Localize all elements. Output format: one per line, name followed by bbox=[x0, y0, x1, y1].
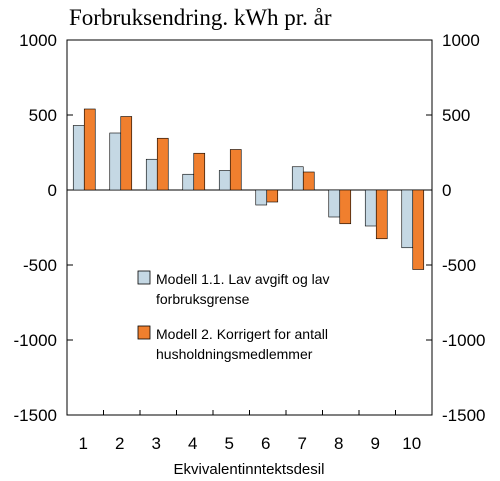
x-tick-label-1: 1 bbox=[79, 434, 88, 453]
y-tick-label-left: 0 bbox=[48, 181, 57, 200]
y-tick-label-right: 1000 bbox=[442, 31, 480, 50]
bar-series-1-cat-6 bbox=[255, 189, 268, 206]
x-tick-label-4: 4 bbox=[188, 434, 197, 453]
bar-series-2-cat-10 bbox=[412, 189, 425, 270]
legend-label-series-1-line-1: Modell 1.1. Lav avgift og lav bbox=[156, 271, 330, 287]
y-tick-label-left: 500 bbox=[29, 106, 57, 125]
bar-series-2-cat-8 bbox=[339, 189, 352, 225]
bar-series-2-cat-7 bbox=[302, 171, 315, 191]
y-tick-label-right: -1500 bbox=[442, 406, 485, 425]
x-tick-label-7: 7 bbox=[298, 434, 307, 453]
bar-series-2-cat-4 bbox=[193, 152, 206, 191]
bar-series-2-cat-1 bbox=[83, 108, 96, 191]
x-axis-ticks: 1 2 3 4 5 6 7 8 9 10 bbox=[79, 410, 421, 453]
bar-series-1-cat-8 bbox=[328, 189, 341, 218]
bar-series-2-cat-6 bbox=[266, 189, 279, 203]
bar-series-1-cat-1 bbox=[72, 125, 85, 191]
legend-label-series-1-line-2: forbruksgrense bbox=[156, 291, 250, 307]
legend-swatch-series-2 bbox=[137, 325, 151, 340]
bar-series-1-cat-9 bbox=[364, 189, 377, 227]
bar-series-1-cat-3 bbox=[145, 158, 158, 191]
x-axis-label: Ekvivalentinntektsdesil bbox=[174, 461, 325, 478]
bars bbox=[72, 108, 425, 270]
y-tick-label-left: -1000 bbox=[14, 331, 57, 350]
y-tick-label-left: -500 bbox=[23, 256, 57, 275]
y-tick-label-right: 500 bbox=[442, 106, 470, 125]
chart-title: Forbruksendring. kWh pr. år bbox=[69, 5, 332, 30]
bar-series-1-cat-4 bbox=[182, 173, 195, 191]
y-tick-label-right: -500 bbox=[442, 256, 476, 275]
x-tick-label-3: 3 bbox=[152, 434, 161, 453]
bar-series-2-cat-5 bbox=[229, 149, 242, 191]
bar-series-1-cat-7 bbox=[291, 166, 304, 191]
x-tick-label-9: 9 bbox=[371, 434, 380, 453]
bar-series-2-cat-2 bbox=[120, 116, 133, 191]
x-tick-label-10: 10 bbox=[402, 434, 421, 453]
bar-series-1-cat-5 bbox=[218, 170, 231, 191]
legend: Modell 1.1. Lav avgift og lav forbruksgr… bbox=[137, 270, 330, 362]
bar-series-1-cat-2 bbox=[109, 132, 122, 191]
y-tick-label-right: 0 bbox=[442, 181, 451, 200]
legend-label-series-2-line-1: Modell 2. Korrigert for antall bbox=[156, 326, 328, 342]
y-axis-ticks: 1000 1000 500 500 0 0 -500 -500 -1000 -1000 -1500 -… bbox=[14, 31, 486, 425]
bar-series-1-cat-10 bbox=[401, 189, 414, 249]
bar-series-2-cat-3 bbox=[156, 137, 169, 191]
x-tick-label-2: 2 bbox=[115, 434, 124, 453]
x-tick-label-5: 5 bbox=[225, 434, 234, 453]
y-tick-label-left: -1500 bbox=[14, 406, 57, 425]
y-tick-label-right: -1000 bbox=[442, 331, 485, 350]
x-tick-label-8: 8 bbox=[334, 434, 343, 453]
legend-swatch-series-1 bbox=[137, 270, 151, 285]
x-tick-label-6: 6 bbox=[261, 434, 270, 453]
legend-label-series-2-line-2: husholdningsmedlemmer bbox=[156, 346, 313, 362]
bar-series-2-cat-9 bbox=[375, 189, 388, 240]
y-tick-label-left: 1000 bbox=[19, 31, 57, 50]
